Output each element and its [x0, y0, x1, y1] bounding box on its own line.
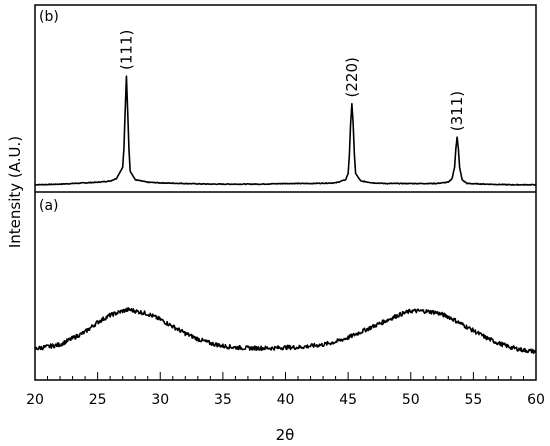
panel-b-label: (b) [39, 9, 59, 25]
x-axis-tick-labels: 20 25 30 35 40 45 50 55 60 [26, 392, 545, 408]
series-line-b [34, 75, 537, 186]
x-tick-label: 55 [464, 392, 482, 408]
x-tick-label: 20 [26, 392, 44, 408]
x-tick-label: 30 [151, 392, 169, 408]
peak-label: (220) [343, 57, 361, 97]
x-tick-label: 45 [339, 392, 357, 408]
x-axis-ticks [34, 372, 537, 380]
peak-label: (311) [448, 91, 466, 131]
x-tick-label: 60 [527, 392, 545, 408]
x-tick-label: 25 [89, 392, 107, 408]
panel-a-label: (a) [39, 198, 59, 214]
series-line-a [34, 307, 537, 355]
x-axis-label: 2θ [276, 426, 295, 444]
x-tick-label: 40 [277, 392, 295, 408]
x-tick-label: 35 [214, 392, 232, 408]
peak-labels: (111) (220) (311) [117, 30, 466, 132]
y-axis-label: Intensity (A.U.) [6, 136, 24, 248]
peak-label: (111) [117, 30, 135, 70]
x-tick-label: 50 [402, 392, 420, 408]
